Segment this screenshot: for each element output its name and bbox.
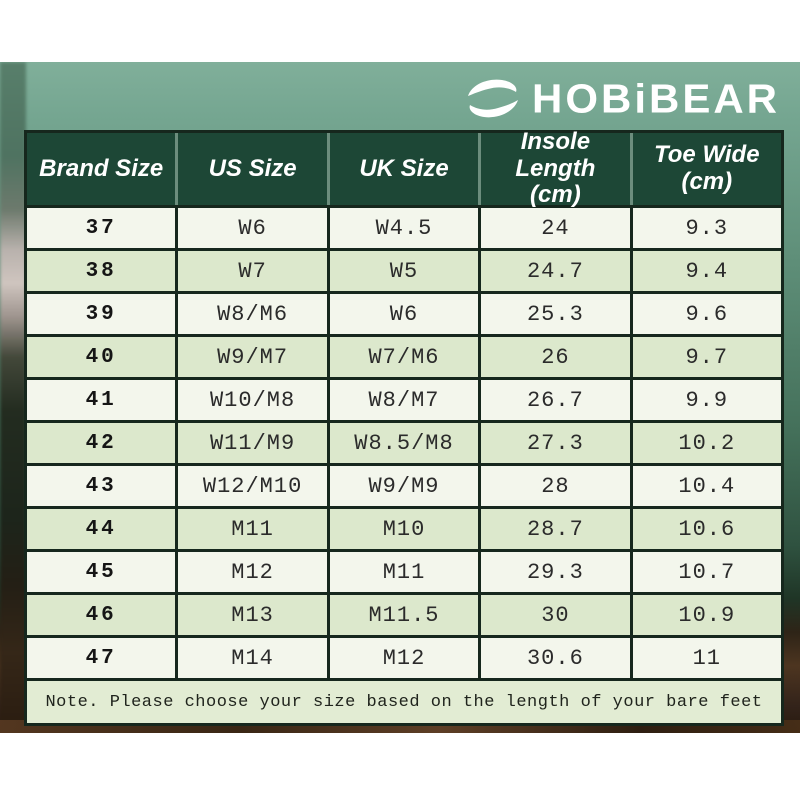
- size-cell: W7: [178, 251, 327, 291]
- size-cell: 10.4: [632, 466, 781, 506]
- note-text: Note. Please choose your size based on t…: [45, 692, 763, 712]
- size-cell: 9.4: [632, 251, 781, 291]
- size-cell: M10: [329, 509, 479, 549]
- size-cell: W10/M8: [178, 380, 327, 420]
- size-cell: W8/M6: [178, 294, 327, 334]
- size-cell: 26.7: [481, 380, 630, 420]
- brand-name: HOBiBEAR: [531, 75, 780, 122]
- size-cell: W6: [329, 294, 479, 334]
- size-cell: 9.6: [632, 294, 781, 334]
- size-cell: W9/M7: [178, 337, 327, 377]
- background-photo-left-objects: [0, 62, 26, 733]
- table-row: 42 W11/M9 W8.5/M8 27.3 10.2: [27, 423, 781, 463]
- size-cell: M11.5: [329, 595, 479, 635]
- size-cell: 25.3: [481, 294, 630, 334]
- size-cell: W4.5: [329, 208, 479, 248]
- brand-size-cell: 39: [27, 294, 176, 334]
- brand-size-cell: 43: [27, 466, 176, 506]
- brand-size-cell: 44: [27, 509, 176, 549]
- table-row: 45 M12 M11 29.3 10.7: [27, 552, 781, 592]
- size-cell: 9.7: [632, 337, 781, 377]
- size-chart-table: Brand Size US Size UK Size Insole Length (c…: [24, 128, 784, 726]
- column-header: Insole Length (cm): [481, 128, 630, 208]
- size-cell: 24.7: [481, 251, 630, 291]
- column-header: UK Size: [329, 133, 479, 205]
- brand-size-cell: 47: [27, 638, 176, 678]
- note-row: Note. Please choose your size based on t…: [27, 681, 781, 723]
- size-cell: 26: [481, 337, 630, 377]
- table-row: 37 W6 W4.5 24 9.3: [27, 208, 781, 248]
- brand-size-cell: 45: [27, 552, 176, 592]
- size-cell: 9.3: [632, 208, 781, 248]
- size-cell: M12: [329, 638, 479, 678]
- brand-size-cell: 37: [27, 208, 176, 248]
- size-cell: W5: [329, 251, 479, 291]
- brand-logo: HOBiBEAR: [464, 74, 780, 124]
- table-body: 37 W6 W4.5 24 9.3 38 W7 W5 24.7 9.4 39 W8/M6 W6 25.3 9…: [27, 208, 781, 678]
- table-row: 40 W9/M7 W7/M6 26 9.7: [27, 337, 781, 377]
- size-cell: W12/M10: [178, 466, 327, 506]
- table-row: 46 M13 M11.5 30 10.9: [27, 595, 781, 635]
- size-cell: W8.5/M8: [329, 423, 479, 463]
- column-header: Toe Wide (cm): [632, 133, 781, 205]
- brand-size-cell: 38: [27, 251, 176, 291]
- table-row: 41 W10/M8 W8/M7 26.7 9.9: [27, 380, 781, 420]
- table-row: 44 M11 M10 28.7 10.6: [27, 509, 781, 549]
- size-cell: W9/M9: [329, 466, 479, 506]
- column-header: Brand Size: [27, 133, 176, 205]
- size-cell: 10.6: [632, 509, 781, 549]
- size-cell: 28: [481, 466, 630, 506]
- table-row: 47 M14 M12 30.6 11: [27, 638, 781, 678]
- brand-size-cell: 41: [27, 380, 176, 420]
- size-cell: M11: [329, 552, 479, 592]
- size-cell: 10.2: [632, 423, 781, 463]
- table-row: 38 W7 W5 24.7 9.4: [27, 251, 781, 291]
- table-row: 43 W12/M10 W9/M9 28 10.4: [27, 466, 781, 506]
- size-cell: 29.3: [481, 552, 630, 592]
- size-cell: M14: [178, 638, 327, 678]
- size-cell: 28.7: [481, 509, 630, 549]
- size-cell: 11: [632, 638, 781, 678]
- table-header-row: Brand Size US Size UK Size Insole Length (c…: [27, 128, 781, 208]
- size-cell: 24: [481, 208, 630, 248]
- size-cell: 27.3: [481, 423, 630, 463]
- size-cell: W6: [178, 208, 327, 248]
- table-row: 39 W8/M6 W6 25.3 9.6: [27, 294, 781, 334]
- brand-size-cell: 42: [27, 423, 176, 463]
- column-header: US Size: [178, 133, 327, 205]
- size-cell: 30: [481, 595, 630, 635]
- size-cell: 9.9: [632, 380, 781, 420]
- size-cell: 30.6: [481, 638, 630, 678]
- swoosh-icon: [464, 76, 522, 122]
- size-cell: 10.9: [632, 595, 781, 635]
- size-cell: 10.7: [632, 552, 781, 592]
- size-cell: M11: [178, 509, 327, 549]
- size-cell: W7/M6: [329, 337, 479, 377]
- size-cell: M12: [178, 552, 327, 592]
- size-cell: M13: [178, 595, 327, 635]
- size-cell: W11/M9: [178, 423, 327, 463]
- size-cell: W8/M7: [329, 380, 479, 420]
- background-photo: HOBiBEAR Brand Size US Size UK Size Insole …: [0, 62, 800, 733]
- brand-size-cell: 46: [27, 595, 176, 635]
- brand-size-cell: 40: [27, 337, 176, 377]
